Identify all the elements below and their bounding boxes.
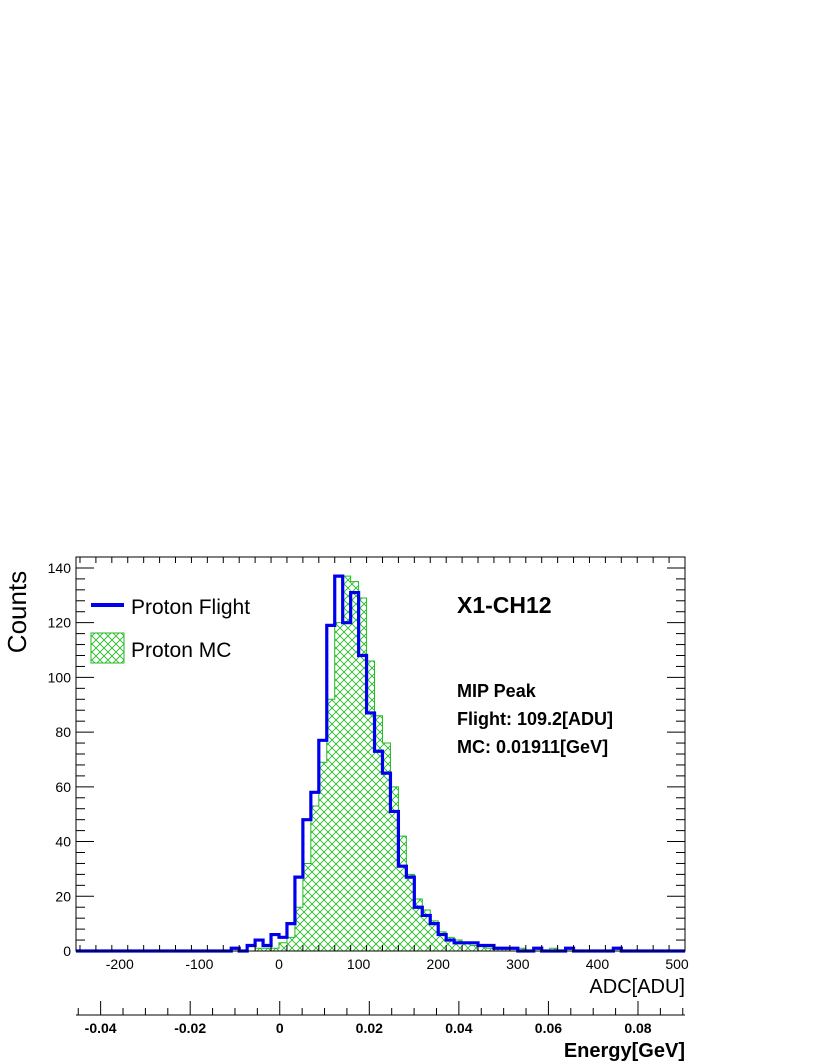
x-tick-label: -100 [185, 956, 213, 972]
mc-bar [462, 942, 471, 951]
mc-bar [430, 920, 439, 951]
mc-bar [271, 948, 279, 951]
mc-bar [310, 805, 319, 951]
mc-bar [438, 931, 447, 951]
flight-peak-value: Flight: 109.2[ADU] [457, 709, 613, 729]
x-tick-label: 400 [586, 956, 610, 972]
mc-series-layer [76, 575, 685, 952]
energy-tick-label: 0.04 [445, 1020, 472, 1036]
mc-bar [255, 948, 264, 951]
legend-mc-swatch [90, 632, 125, 664]
legend-mc-label: Proton MC [131, 639, 231, 662]
mc-bar [414, 899, 423, 951]
energy-tick-label: 0.06 [535, 1020, 562, 1036]
y-tick-label: 0 [63, 943, 71, 959]
energy-tick-label: -0.04 [85, 1020, 117, 1036]
mc-bar [358, 598, 367, 951]
mc-bar [454, 940, 463, 951]
energy-tick-label: 0.08 [624, 1020, 651, 1036]
mc-bar [302, 863, 311, 951]
energy-axis-ticks: -0.04 -0.02 0 0.02 0.04 0.06 0.08 [77, 1001, 684, 1036]
energy-tick-label: -0.02 [174, 1020, 206, 1036]
energy-tick-label: 0 [276, 1020, 284, 1036]
x-axis-label: ADC[ADU] [589, 976, 685, 998]
x-tick-label: 0 [275, 956, 283, 972]
x-axis-ticks: -200 -100 0 100 200 300 400 500 [79, 557, 689, 972]
mc-bar [286, 937, 295, 951]
mc-bar [398, 836, 407, 951]
mc-bar [366, 660, 375, 951]
mc-bar [342, 576, 351, 951]
mc-bar [350, 581, 359, 951]
x-tick-label: 200 [427, 956, 451, 972]
y-tick-label: 40 [55, 834, 71, 850]
mip-peak-header: MIP Peak [457, 681, 537, 701]
chart-title: X1-CH12 [457, 592, 552, 618]
x-tick-label: 300 [506, 956, 530, 972]
energy-tick-label: 0.02 [356, 1020, 383, 1036]
y-tick-label: 20 [55, 888, 71, 904]
legend: Proton Flight Proton MC [90, 596, 250, 664]
mc-bar [326, 699, 335, 951]
x-tick-label: -200 [106, 956, 134, 972]
x-tick-label: 500 [665, 956, 689, 972]
mc-bar [485, 948, 494, 951]
mc-bar [390, 786, 399, 951]
y-tick-label: 140 [48, 560, 72, 576]
mc-bar [374, 715, 383, 951]
y-tick-label: 80 [55, 724, 71, 740]
mc-bar [318, 762, 327, 951]
y-tick-label: 100 [48, 669, 72, 685]
mc-bar [279, 942, 287, 951]
mc-bar [334, 622, 343, 951]
x-tick-label: 100 [347, 956, 371, 972]
mc-bar [478, 945, 486, 951]
y-axis-ticks: 0 20 40 60 80 100 120 140 [48, 556, 685, 959]
mc-bar [294, 907, 303, 951]
y-tick-label: 120 [48, 615, 72, 631]
y-tick-label: 60 [55, 779, 71, 795]
mc-peak-value: MC: 0.01911[GeV] [457, 737, 608, 757]
mc-bar [382, 743, 391, 951]
mc-bar [406, 874, 415, 951]
mc-bar [422, 909, 431, 951]
energy-axis-label: Energy[GeV] [564, 1040, 685, 1062]
mc-bar [470, 945, 479, 951]
y-axis-label: Counts [2, 571, 32, 653]
legend-flight-label: Proton Flight [131, 596, 250, 619]
mc-bar [263, 948, 272, 951]
mc-bar [446, 937, 455, 951]
